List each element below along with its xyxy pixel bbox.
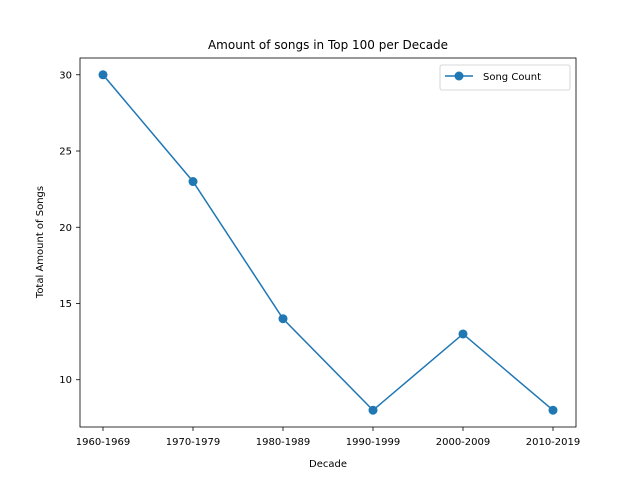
x-axis-ticks: 1960-1969 1970-1979 1980-1989 1990-1999 2000…	[76, 427, 581, 448]
series-layer	[98, 70, 558, 415]
y-tick-label: 25	[59, 147, 72, 158]
x-tick-label: 2010-2019	[526, 437, 581, 448]
x-tick-label: 1970-1979	[166, 437, 221, 448]
x-tick-label: 2000-2009	[436, 437, 491, 448]
x-tick-label: 1960-1969	[76, 437, 131, 448]
data-point	[188, 177, 198, 187]
legend-box	[439, 64, 571, 91]
data-point	[278, 314, 288, 324]
legend-label-song-count: Song Count	[483, 72, 541, 83]
plot-frame	[79, 57, 577, 428]
y-axis-ticks: 10 15 20 25 30	[59, 70, 80, 386]
y-tick-label: 20	[59, 223, 72, 234]
y-tick-label: 10	[59, 375, 72, 386]
legend-marker-swatch	[454, 71, 464, 81]
chart-title: Amount of songs in Top 100 per Decade	[208, 38, 448, 52]
data-point	[368, 405, 378, 415]
x-tick-label: 1980-1989	[256, 437, 311, 448]
plot-area	[80, 58, 576, 427]
x-tick-label: 1990-1999	[346, 437, 401, 448]
series-line-song-count	[102, 74, 554, 412]
data-point	[98, 70, 108, 80]
y-tick-label: 30	[59, 70, 72, 81]
x-axis-label: Decade	[309, 459, 347, 470]
data-point	[548, 405, 558, 415]
y-axis-label: Total Amount of Songs	[35, 186, 46, 299]
data-point	[458, 329, 468, 339]
legend: Song Count	[439, 64, 571, 91]
y-tick-label: 15	[59, 299, 72, 310]
